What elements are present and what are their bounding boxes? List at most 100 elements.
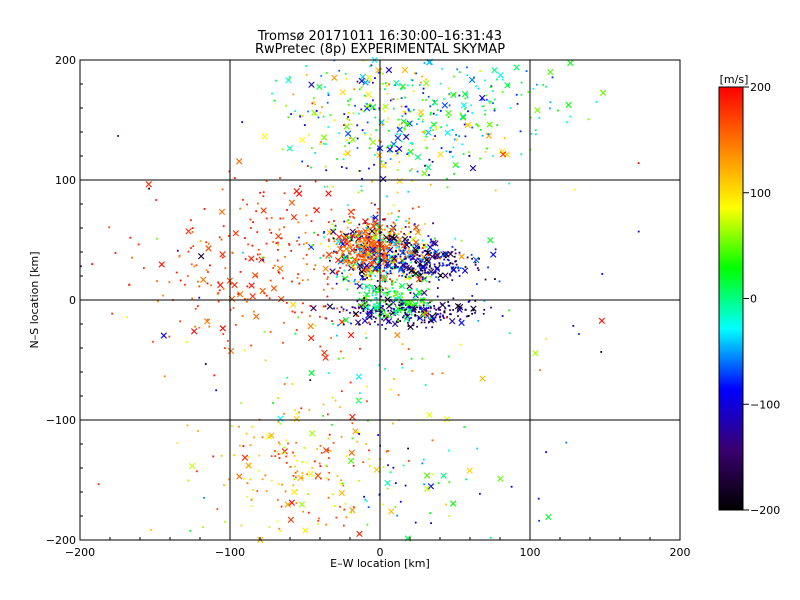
data-point [398,261,401,264]
data-point [221,188,224,191]
data-point [314,324,317,327]
data-point [359,347,361,350]
data-point [380,140,382,143]
data-point [340,246,342,249]
data-point [408,255,411,258]
data-point [395,297,398,300]
data-point [384,82,387,85]
data-point-x-marker [599,89,607,96]
data-point [324,305,327,308]
data-point [361,265,364,268]
data-point [405,273,408,276]
data-point [374,310,377,312]
data-point [421,278,424,281]
data-point [383,274,385,277]
data-point [393,308,395,311]
data-point [345,455,348,457]
data-point [369,244,371,247]
data-point [404,311,407,314]
data-point [391,422,394,425]
data-point [392,312,395,315]
data-point [221,256,224,259]
colorbar-unit-label: [m/s] [720,73,749,86]
data-point [383,309,385,311]
data-point [406,256,409,259]
data-point [387,464,389,467]
data-point [284,490,287,493]
data-point [276,259,279,262]
data-point [451,129,454,131]
data-point [373,163,375,166]
data-point [406,84,409,87]
data-point [372,241,375,243]
data-point-x-marker [504,82,511,89]
data-point-x-marker [314,472,322,479]
data-point [437,278,440,281]
data-point [313,268,316,271]
data-point [418,264,421,267]
data-point-x-marker [497,475,504,482]
data-point-x-marker [432,240,439,247]
data-point [283,451,286,454]
data-point-x-marker [325,251,333,258]
data-point [344,502,347,505]
data-point [243,349,246,352]
data-point [437,268,440,271]
data-point [578,333,580,335]
data-point [390,316,393,318]
data-point [394,255,396,258]
data-point [424,135,427,138]
grid-lines [80,60,680,540]
data-point [327,496,330,499]
data-point [406,241,409,244]
data-point [415,259,418,262]
data-point [247,456,250,458]
data-point [444,307,447,310]
data-point [396,245,399,247]
data-point-x-marker [227,347,235,355]
data-point [388,235,391,238]
data-point [429,183,432,186]
data-point [398,240,401,243]
data-point [277,453,280,456]
data-point [394,84,397,86]
data-point [454,237,457,240]
data-point [426,263,428,266]
data-point [327,92,329,95]
data-point-x-marker [380,175,387,183]
data-point [411,245,414,248]
data-point [368,243,371,246]
data-point [400,292,403,294]
data-point [477,87,480,90]
data-point-x-marker [423,472,431,479]
data-point [492,155,494,157]
data-point [419,272,421,275]
data-point [386,294,389,297]
data-point [424,244,427,246]
data-point [394,482,397,484]
data-point [442,253,444,255]
data-point [128,284,130,286]
data-point [340,435,343,438]
data-point-x-marker [459,113,467,120]
data-point [356,440,359,443]
y-tick-label: −200 [46,534,76,547]
data-point [419,259,422,262]
data-point [435,125,437,128]
data-point [340,240,342,243]
data-point [370,242,372,245]
data-point [363,237,366,240]
data-point [356,147,359,149]
data-point [373,239,375,242]
data-point [374,287,377,290]
data-point [358,223,361,226]
data-point [350,511,353,514]
data-point [282,321,285,324]
data-point [356,137,359,140]
data-point [448,515,451,518]
data-point [433,305,435,307]
data-point-x-marker [479,375,486,382]
data-point [356,244,358,247]
data-point [410,78,413,81]
